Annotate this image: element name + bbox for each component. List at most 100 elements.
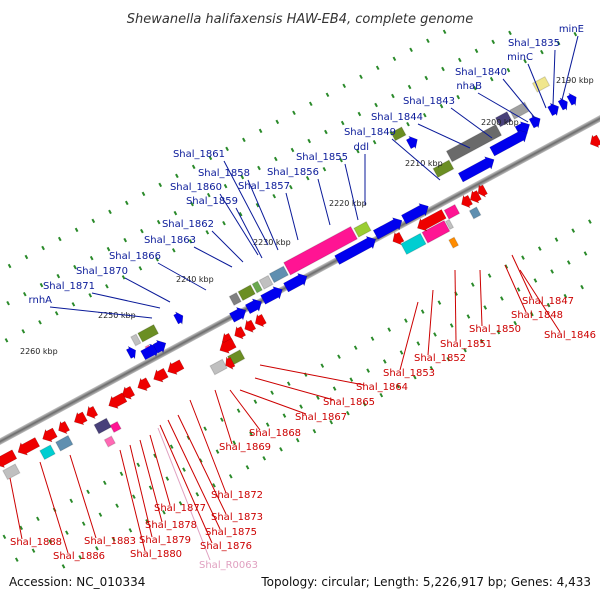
leader-line bbox=[119, 449, 146, 552]
leader-line bbox=[177, 414, 227, 515]
reverse-gene-arrow bbox=[153, 367, 169, 383]
track-dot bbox=[39, 282, 44, 288]
genome-summary-text: Topology: circular; Length: 5,226,917 bp… bbox=[260, 575, 591, 589]
track-dot bbox=[195, 492, 200, 497]
leader-line bbox=[139, 439, 163, 523]
gene-label: Shal_1856 bbox=[267, 167, 319, 178]
track-dot bbox=[588, 219, 592, 224]
reverse-gene-arrow bbox=[461, 194, 473, 209]
track-dot bbox=[337, 354, 341, 359]
leader-line bbox=[211, 230, 244, 263]
feature-block bbox=[55, 434, 74, 452]
track-dot bbox=[121, 275, 126, 280]
leader-line bbox=[317, 178, 331, 226]
feature-block bbox=[228, 292, 242, 306]
gene-label: Shal_1873 bbox=[211, 512, 263, 523]
feature-block bbox=[421, 219, 451, 244]
track-dot bbox=[556, 40, 561, 46]
track-dot bbox=[98, 512, 103, 517]
feature-block bbox=[237, 284, 256, 302]
track-dot bbox=[325, 92, 330, 98]
forward-gene-arrow bbox=[244, 298, 263, 315]
track-dot bbox=[119, 471, 124, 477]
track-dot bbox=[24, 254, 29, 260]
track-dot bbox=[500, 296, 504, 301]
leader-line bbox=[502, 78, 536, 119]
reverse-gene-arrow bbox=[17, 437, 41, 456]
track-dot bbox=[257, 165, 261, 171]
track-dot bbox=[286, 381, 291, 386]
gene-label: Shal_1865 bbox=[323, 397, 375, 408]
track-dot bbox=[140, 228, 144, 234]
gene-arrows bbox=[0, 92, 600, 468]
track-dot bbox=[69, 498, 74, 504]
track-dot bbox=[171, 248, 176, 253]
gene-label: Shal_1886 bbox=[53, 551, 105, 562]
track-dot bbox=[275, 119, 280, 125]
leader-line bbox=[167, 419, 221, 530]
reverse-gene-arrow bbox=[42, 427, 58, 443]
reverse-gene-arrow bbox=[86, 405, 99, 420]
forward-gene-arrow bbox=[457, 156, 495, 183]
leader-line bbox=[552, 49, 556, 106]
reverse-gene-arrow bbox=[244, 319, 257, 333]
gene-label: Shal_1850 bbox=[469, 324, 521, 335]
gene-label: Shal_1875 bbox=[205, 527, 257, 538]
leader-line bbox=[91, 292, 161, 309]
track-dot bbox=[95, 546, 99, 551]
track-dot bbox=[387, 327, 392, 332]
track-dot bbox=[340, 120, 345, 126]
track-dot bbox=[205, 230, 210, 235]
gene-label: rnhA bbox=[29, 295, 53, 306]
track-dot bbox=[215, 449, 220, 454]
reverse-gene-arrow bbox=[108, 392, 128, 409]
track-dot bbox=[426, 38, 430, 44]
track-dot bbox=[342, 83, 347, 89]
track-dot bbox=[155, 257, 159, 262]
track-dot bbox=[7, 263, 12, 269]
track-dot bbox=[38, 320, 42, 325]
track-dot bbox=[190, 201, 194, 207]
track-dot bbox=[537, 246, 542, 251]
track-dot bbox=[329, 419, 334, 425]
track-dot bbox=[516, 287, 521, 292]
forward-gene-arrow bbox=[173, 311, 184, 326]
track-dot bbox=[463, 347, 467, 353]
track-dot bbox=[14, 557, 19, 562]
leader-line bbox=[247, 179, 279, 251]
track-dot bbox=[308, 101, 313, 107]
leader-line bbox=[259, 364, 365, 386]
track-dot bbox=[307, 138, 312, 144]
track-dot bbox=[249, 431, 253, 436]
tick-label: 2190 kbp bbox=[556, 76, 594, 85]
track-dot bbox=[138, 266, 143, 271]
track-dot bbox=[162, 510, 166, 515]
track-dot bbox=[571, 228, 576, 233]
track-dot bbox=[320, 363, 325, 368]
track-dot bbox=[74, 227, 79, 233]
gene-label: Shal_R0063 bbox=[199, 560, 258, 571]
track-dot bbox=[105, 284, 109, 289]
feature-block bbox=[268, 265, 289, 284]
track-dot bbox=[362, 401, 367, 407]
gene-label: Shal_1840 bbox=[455, 67, 507, 78]
gene-label: Shal_1872 bbox=[211, 490, 263, 501]
tick-label: 2260 kbp bbox=[20, 347, 58, 356]
gene-label: Shal_1852 bbox=[414, 353, 466, 364]
gene-label: nhaB bbox=[456, 81, 482, 92]
track-dot bbox=[407, 84, 412, 90]
track-dot bbox=[232, 440, 237, 445]
gene-label: Shal_1871 bbox=[43, 281, 95, 292]
track-dot bbox=[212, 483, 216, 488]
feature-block bbox=[130, 333, 142, 347]
track-dot bbox=[279, 447, 283, 452]
track-dot bbox=[41, 245, 45, 251]
track-dot bbox=[203, 426, 208, 431]
track-dot bbox=[456, 94, 461, 100]
leader-line bbox=[519, 269, 561, 333]
reverse-gene-arrow bbox=[58, 420, 71, 435]
track-dot bbox=[2, 534, 7, 540]
track-dot bbox=[4, 338, 9, 343]
track-dot bbox=[136, 462, 141, 468]
forward-gene-arrow bbox=[566, 92, 577, 107]
